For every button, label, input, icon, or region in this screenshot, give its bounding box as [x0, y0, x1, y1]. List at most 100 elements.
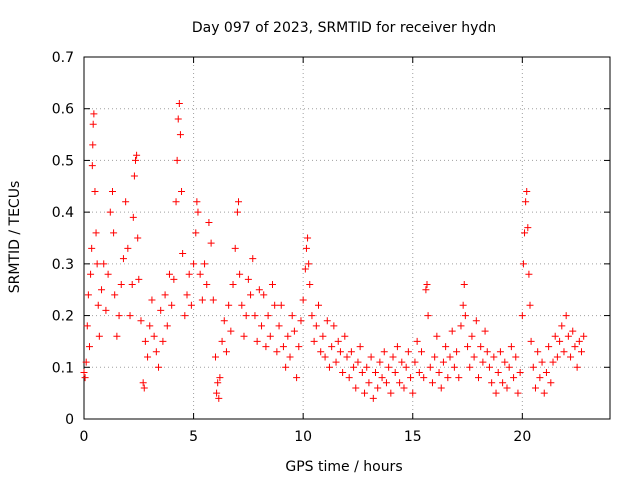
- data-point: [575, 337, 583, 345]
- data-point: [150, 332, 158, 340]
- data-point: [485, 363, 493, 371]
- data-point: [409, 389, 417, 397]
- data-point: [122, 198, 130, 206]
- data-point: [92, 229, 100, 237]
- data-point: [490, 353, 498, 361]
- data-point: [420, 374, 428, 382]
- data-point: [470, 353, 478, 361]
- data-point: [152, 348, 160, 356]
- data-point: [94, 301, 102, 309]
- data-point: [284, 332, 292, 340]
- data-point: [273, 348, 281, 356]
- data-point: [275, 322, 283, 330]
- data-point: [81, 374, 89, 382]
- data-point: [207, 239, 215, 247]
- data-point: [85, 343, 93, 351]
- data-point: [229, 281, 237, 289]
- data-point: [90, 110, 98, 118]
- data-point: [319, 332, 327, 340]
- data-point: [328, 343, 336, 351]
- data-point: [378, 374, 386, 382]
- data-point: [547, 379, 555, 387]
- data-point: [442, 343, 450, 351]
- data-point: [365, 379, 373, 387]
- data-point: [84, 291, 92, 299]
- data-point: [580, 332, 588, 340]
- data-point: [503, 384, 511, 392]
- y-tick-label: 0.1: [52, 360, 74, 376]
- data-point: [450, 363, 458, 371]
- data-point: [512, 353, 520, 361]
- data-point: [159, 337, 167, 345]
- data-point: [242, 312, 250, 320]
- data-point: [299, 296, 307, 304]
- data-point: [453, 348, 461, 356]
- data-point: [249, 255, 257, 263]
- data-point: [216, 374, 224, 382]
- data-point: [571, 343, 579, 351]
- data-point: [385, 363, 393, 371]
- data-point: [192, 229, 200, 237]
- data-point: [514, 389, 522, 397]
- data-point: [312, 322, 320, 330]
- data-point: [527, 337, 535, 345]
- data-point: [569, 327, 577, 335]
- data-point: [492, 389, 500, 397]
- x-tick-label: 10: [294, 429, 312, 445]
- data-point: [140, 384, 148, 392]
- data-point: [301, 265, 309, 273]
- data-point: [176, 131, 184, 139]
- data-point: [282, 363, 290, 371]
- data-point: [82, 358, 90, 366]
- data-point: [423, 281, 431, 289]
- data-point: [220, 317, 228, 325]
- y-tick-label: 0.2: [52, 309, 74, 325]
- data-point: [271, 301, 279, 309]
- data-point: [549, 358, 557, 366]
- data-point: [404, 348, 412, 356]
- data-point: [225, 301, 233, 309]
- data-point: [400, 384, 408, 392]
- data-point: [562, 312, 570, 320]
- data-point: [477, 343, 485, 351]
- data-point: [89, 120, 97, 128]
- data-point: [464, 343, 472, 351]
- data-point: [345, 374, 353, 382]
- data-point: [148, 296, 156, 304]
- data-point: [336, 348, 344, 356]
- data-point: [448, 327, 456, 335]
- data-point: [304, 234, 312, 242]
- data-point: [104, 270, 112, 278]
- data-point: [222, 348, 230, 356]
- data-point: [519, 260, 527, 268]
- data-point: [146, 322, 154, 330]
- y-tick-label: 0.4: [52, 205, 74, 221]
- data-point: [526, 301, 534, 309]
- data-point: [437, 384, 445, 392]
- data-point: [203, 281, 211, 289]
- data-point: [174, 115, 182, 123]
- data-point: [187, 301, 195, 309]
- data-point: [350, 363, 358, 371]
- data-point: [358, 368, 366, 376]
- data-point: [170, 275, 178, 283]
- data-point: [83, 322, 91, 330]
- data-point: [88, 244, 96, 252]
- data-point: [190, 260, 198, 268]
- data-point: [244, 275, 252, 283]
- data-point: [161, 291, 169, 299]
- x-tick-label: 5: [189, 429, 198, 445]
- data-point: [363, 363, 371, 371]
- data-point: [523, 187, 531, 195]
- data-point: [98, 286, 106, 294]
- data-point: [117, 281, 125, 289]
- data-point: [444, 374, 452, 382]
- data-point: [205, 218, 213, 226]
- data-point: [165, 270, 173, 278]
- data-point: [141, 337, 149, 345]
- data-point: [227, 327, 235, 335]
- data-point: [175, 100, 183, 108]
- data-point: [130, 172, 138, 180]
- data-point: [389, 353, 397, 361]
